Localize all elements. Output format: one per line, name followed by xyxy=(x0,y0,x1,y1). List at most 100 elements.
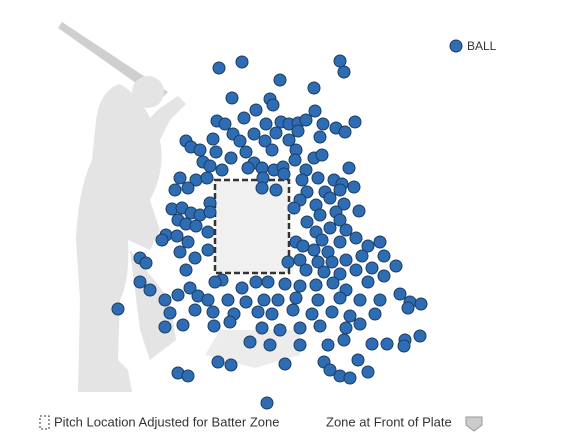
pitch-point xyxy=(181,235,195,249)
pitch-point xyxy=(307,81,321,95)
pitch-point xyxy=(224,358,238,372)
pitch-point xyxy=(365,337,379,351)
pitch-point xyxy=(339,223,353,237)
pitch-point xyxy=(201,293,215,307)
pitch-point xyxy=(296,239,310,253)
pitch-point xyxy=(158,320,172,334)
pitch-point xyxy=(368,307,382,321)
pitch-point xyxy=(239,145,253,159)
pitch-point xyxy=(339,321,353,335)
pitch-point xyxy=(311,293,325,307)
pitch-point xyxy=(377,249,391,263)
pitch-point xyxy=(343,309,357,323)
pitch-point xyxy=(321,338,335,352)
pitch-point xyxy=(277,167,291,181)
pitch-point xyxy=(249,275,263,289)
pitch-point xyxy=(286,303,300,317)
pitch-point xyxy=(343,371,357,385)
pitch-point xyxy=(266,98,280,112)
pitch-point xyxy=(337,333,351,347)
pitch-point xyxy=(201,225,215,239)
pitch-point xyxy=(211,355,225,369)
pitch-point xyxy=(373,235,387,249)
pitch-point xyxy=(258,134,272,148)
pitch-point xyxy=(349,263,363,277)
pitch-point xyxy=(273,323,287,337)
pitch-point xyxy=(212,61,226,75)
pitch-point xyxy=(361,239,375,253)
pitch-point xyxy=(348,115,362,129)
pitch-point xyxy=(278,357,292,371)
pitch-point xyxy=(179,263,193,277)
pitch-point xyxy=(309,278,323,292)
pitch-point xyxy=(223,315,237,329)
pitch-point xyxy=(173,171,187,185)
pitch-point xyxy=(133,275,147,289)
points xyxy=(111,54,428,410)
pitch-point xyxy=(273,73,287,87)
pitch-point xyxy=(315,148,329,162)
pitch-point xyxy=(183,281,197,295)
pitch-point xyxy=(293,321,307,335)
pitch-point xyxy=(249,103,263,117)
pitch-point xyxy=(347,180,361,194)
pitch-point xyxy=(155,233,169,247)
pitch-point xyxy=(260,396,274,410)
zone-note-icon xyxy=(39,415,50,430)
pitch-point xyxy=(349,231,363,245)
pitch-point xyxy=(293,279,307,293)
pitch-point xyxy=(208,275,222,289)
pitch-point xyxy=(333,213,347,227)
pitch-point xyxy=(288,153,302,167)
pitch-point xyxy=(224,151,238,165)
plate-note: Zone at Front of Plate xyxy=(326,414,452,429)
pitch-point xyxy=(401,301,415,315)
pitch-point xyxy=(282,133,296,147)
pitch-point xyxy=(413,329,427,343)
legend-swatch xyxy=(449,39,463,53)
pitch-point xyxy=(353,317,367,331)
zone-note: Pitch Location Adjusted for Batter Zone xyxy=(54,414,279,429)
pitch-point xyxy=(176,318,190,332)
pitch-point xyxy=(311,255,325,269)
pitch-point xyxy=(397,339,411,353)
pitch-point xyxy=(188,251,202,265)
pitch-point xyxy=(235,281,249,295)
pitch-point xyxy=(171,288,185,302)
pitch-point xyxy=(315,233,329,247)
pitch-point xyxy=(326,276,340,290)
pitch-point xyxy=(299,113,313,127)
pitch-point xyxy=(323,221,337,235)
pitch-point xyxy=(380,337,394,351)
pitch-point xyxy=(203,159,217,173)
pitch-point xyxy=(361,275,375,289)
pitch-point xyxy=(311,171,325,185)
pitch-point xyxy=(168,183,182,197)
pitch-point xyxy=(239,295,253,309)
pitch-point xyxy=(261,275,275,289)
pitch-point xyxy=(313,130,327,144)
pitch-point xyxy=(333,291,347,305)
pitch-point xyxy=(339,253,353,267)
pitch-point xyxy=(333,54,347,68)
pitch-point xyxy=(263,338,277,352)
pitch-point xyxy=(393,287,407,301)
plate-note-icon xyxy=(465,416,483,432)
pitch-point xyxy=(307,243,321,257)
pitch-point xyxy=(293,253,307,267)
pitch-point xyxy=(269,126,283,140)
pitch-point xyxy=(225,91,239,105)
pitch-point xyxy=(323,191,337,205)
pitch-point xyxy=(278,277,292,291)
pitch-point xyxy=(255,181,269,195)
pitch-point xyxy=(139,256,153,270)
pitch-point xyxy=(237,111,251,125)
pitch-point xyxy=(352,204,366,218)
pitch-point xyxy=(265,307,279,321)
pitch-point xyxy=(206,132,220,146)
pitch-point xyxy=(325,305,339,319)
pitch-point xyxy=(373,293,387,307)
pitch-point xyxy=(333,235,347,249)
pitch-point xyxy=(289,291,303,305)
